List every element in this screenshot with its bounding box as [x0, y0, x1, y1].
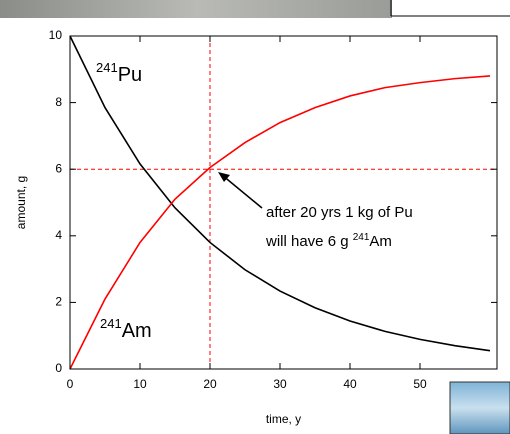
plot-frame [69, 35, 498, 370]
x-tick-label: 10 [133, 377, 147, 391]
series-label: 241Pu [96, 60, 142, 86]
x-axis-label: time, y [266, 412, 301, 426]
mass-number: 241 [96, 60, 118, 75]
x-tick-label: 0 [67, 377, 74, 391]
x-tick-label: 50 [413, 377, 427, 391]
mass-number: 241 [353, 232, 370, 243]
background-photo [0, 0, 392, 18]
annotation: will have 6 g 241Am [265, 232, 392, 250]
y-tick-label: 8 [55, 95, 62, 109]
series-label: 241Am [100, 316, 152, 342]
data-line [69, 75, 491, 370]
y-tick-label: 6 [55, 161, 62, 175]
element: Pu [118, 64, 142, 86]
x-tick-label: 30 [273, 377, 287, 391]
background-photo [449, 381, 510, 434]
x-tick-label: 40 [343, 377, 357, 391]
y-tick-label: 4 [55, 228, 62, 242]
annotation: after 20 yrs 1 kg of Pu [266, 204, 413, 221]
y-tick-label: 10 [49, 28, 63, 42]
element: Am [122, 320, 152, 342]
element: Am [369, 233, 392, 250]
y-tick-label: 2 [55, 295, 62, 309]
annotation-arrow [221, 174, 263, 209]
chart-panel [0, 18, 510, 434]
x-tick-label: 20 [203, 377, 217, 391]
y-tick-label: 0 [55, 361, 62, 375]
y-axis-label: amount, g [14, 176, 28, 229]
annotation-part: will have 6 g [265, 233, 353, 250]
data-line [69, 35, 491, 352]
arrow-head [218, 172, 230, 182]
mass-number: 241 [100, 316, 122, 331]
